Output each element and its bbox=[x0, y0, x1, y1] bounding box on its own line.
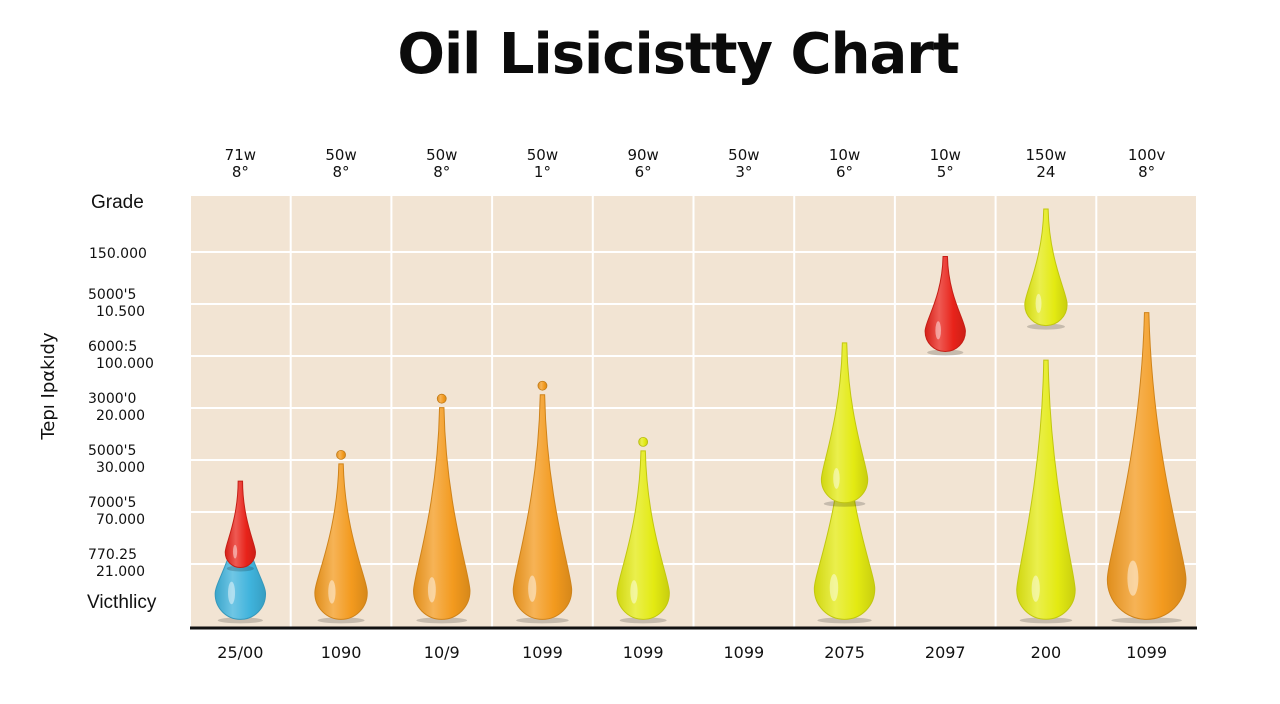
row-value-label: 5000'5 bbox=[88, 287, 136, 303]
drop-shadow bbox=[1026, 323, 1065, 330]
row-value-label: 5000'5 bbox=[88, 443, 136, 459]
grade-sub-label: 8° bbox=[1138, 163, 1155, 181]
row-value-sub-label: 100.000 bbox=[96, 356, 154, 372]
grade-label: 10w bbox=[829, 146, 860, 164]
oil-drop-yellow bbox=[1016, 359, 1076, 620]
row-value-labels: 150.0005000'510.5006000:5100.0003000'020… bbox=[88, 246, 154, 580]
grid-lines bbox=[189, 196, 1198, 628]
grade-label: 100v bbox=[1128, 146, 1166, 164]
oil-drop-yellow bbox=[1024, 208, 1068, 327]
row-value-sub-label: 10.500 bbox=[96, 304, 145, 320]
grade-sub-label: 3° bbox=[735, 163, 752, 181]
oil-drop-orange bbox=[413, 407, 471, 620]
y-axis-title: Tepı Ipαkıdy bbox=[38, 332, 59, 441]
oil-drop-yellow bbox=[820, 342, 869, 504]
grade-label: 50w bbox=[325, 146, 356, 164]
grade-sub-label: 8° bbox=[333, 163, 350, 181]
grade-sub-label: 8° bbox=[433, 163, 450, 181]
chart-title: Oil Lisicistty Chart bbox=[397, 22, 959, 87]
drop-shadow bbox=[416, 617, 468, 624]
grade-sub-label: 6° bbox=[836, 163, 853, 181]
oil-drip-dot bbox=[537, 380, 548, 391]
oil-drop-orange bbox=[314, 463, 368, 620]
drop-shadow bbox=[317, 617, 365, 624]
viscosity-header: Victhlicy bbox=[87, 592, 157, 613]
row-value-sub-label: 70.000 bbox=[96, 512, 145, 528]
drop-highlight bbox=[228, 581, 236, 605]
grade-sub-label: 8° bbox=[232, 163, 249, 181]
drop-highlight bbox=[935, 321, 942, 340]
grade-sub-label: 1° bbox=[534, 163, 551, 181]
oil-drop-yellow bbox=[813, 424, 876, 620]
drop-highlight bbox=[833, 467, 840, 489]
row-value-label: 6000:5 bbox=[88, 339, 137, 355]
bottom-value-labels: 25/00 1090 10/9 1099 1099 1099 2075 2097 200 1099 bbox=[217, 643, 1167, 662]
drop-shadow bbox=[516, 617, 569, 624]
drop-highlight bbox=[829, 574, 839, 602]
bottom-value-label: 1099 bbox=[623, 643, 664, 662]
grade-label: 50w bbox=[527, 146, 558, 164]
drop-shadow bbox=[817, 617, 872, 624]
drop-highlight bbox=[1035, 293, 1042, 313]
grade-label: 150w bbox=[1025, 146, 1066, 164]
bottom-value-label: 1099 bbox=[1126, 643, 1167, 662]
oil-drops bbox=[214, 208, 1187, 624]
drop-shadow bbox=[1111, 617, 1182, 624]
oil-drip-dot bbox=[436, 393, 447, 404]
grade-sub-label: 24 bbox=[1036, 163, 1055, 181]
grade-label: 50w bbox=[728, 146, 759, 164]
row-value-sub-label: 21.000 bbox=[96, 564, 145, 580]
row-value-label: 770.25 bbox=[88, 547, 137, 563]
grade-header: Grade bbox=[91, 192, 144, 213]
drop-highlight bbox=[528, 575, 537, 602]
grade-label: 71w bbox=[225, 146, 256, 164]
row-value-sub-label: 30.000 bbox=[96, 460, 145, 476]
grade-label: 10w bbox=[930, 146, 961, 164]
bottom-value-label: 1090 bbox=[321, 643, 362, 662]
bottom-value-label: 1099 bbox=[522, 643, 563, 662]
grade-sub-label: 6° bbox=[635, 163, 652, 181]
oil-drop-red bbox=[924, 255, 966, 352]
row-value-label: 7000'5 bbox=[88, 495, 136, 511]
bottom-value-label: 2097 bbox=[925, 643, 966, 662]
grade-label: 50w bbox=[426, 146, 457, 164]
drop-highlight bbox=[1031, 575, 1040, 602]
drop-highlight bbox=[427, 577, 436, 603]
row-value-sub-label: 20.000 bbox=[96, 408, 145, 424]
row-value-label: 150.000 bbox=[89, 246, 147, 262]
drop-shadow bbox=[217, 617, 264, 624]
drop-shadow bbox=[823, 500, 866, 507]
grade-sub-label: 5° bbox=[937, 163, 954, 181]
drop-highlight bbox=[328, 580, 336, 604]
oil-drop-orange bbox=[512, 394, 573, 620]
drop-shadow bbox=[619, 617, 667, 624]
drop-highlight bbox=[630, 580, 638, 604]
drop-highlight bbox=[1127, 560, 1139, 596]
oil-drip-dot bbox=[638, 436, 649, 447]
bottom-value-label: 2075 bbox=[824, 643, 865, 662]
bottom-value-label: 25/00 bbox=[217, 643, 263, 662]
oil-drop-red bbox=[224, 480, 256, 568]
drop-shadow bbox=[226, 565, 254, 572]
grade-label: 90w bbox=[627, 146, 658, 164]
bottom-value-label: 10/9 bbox=[424, 643, 460, 662]
grade-labels: 71w8°50w8°50w8°50w1°90w6°50w3°10w6°10w5°… bbox=[225, 146, 1166, 181]
oil-drop-yellow bbox=[616, 450, 670, 620]
bottom-value-label: 1099 bbox=[723, 643, 764, 662]
oil-drop-orange bbox=[1106, 312, 1187, 620]
oil-drip-dot bbox=[336, 449, 346, 460]
row-value-label: 3000'0 bbox=[88, 391, 136, 407]
drop-highlight bbox=[232, 544, 238, 559]
bottom-value-label: 200 bbox=[1031, 643, 1062, 662]
drop-shadow bbox=[1019, 617, 1073, 624]
drop-shadow bbox=[927, 349, 964, 356]
